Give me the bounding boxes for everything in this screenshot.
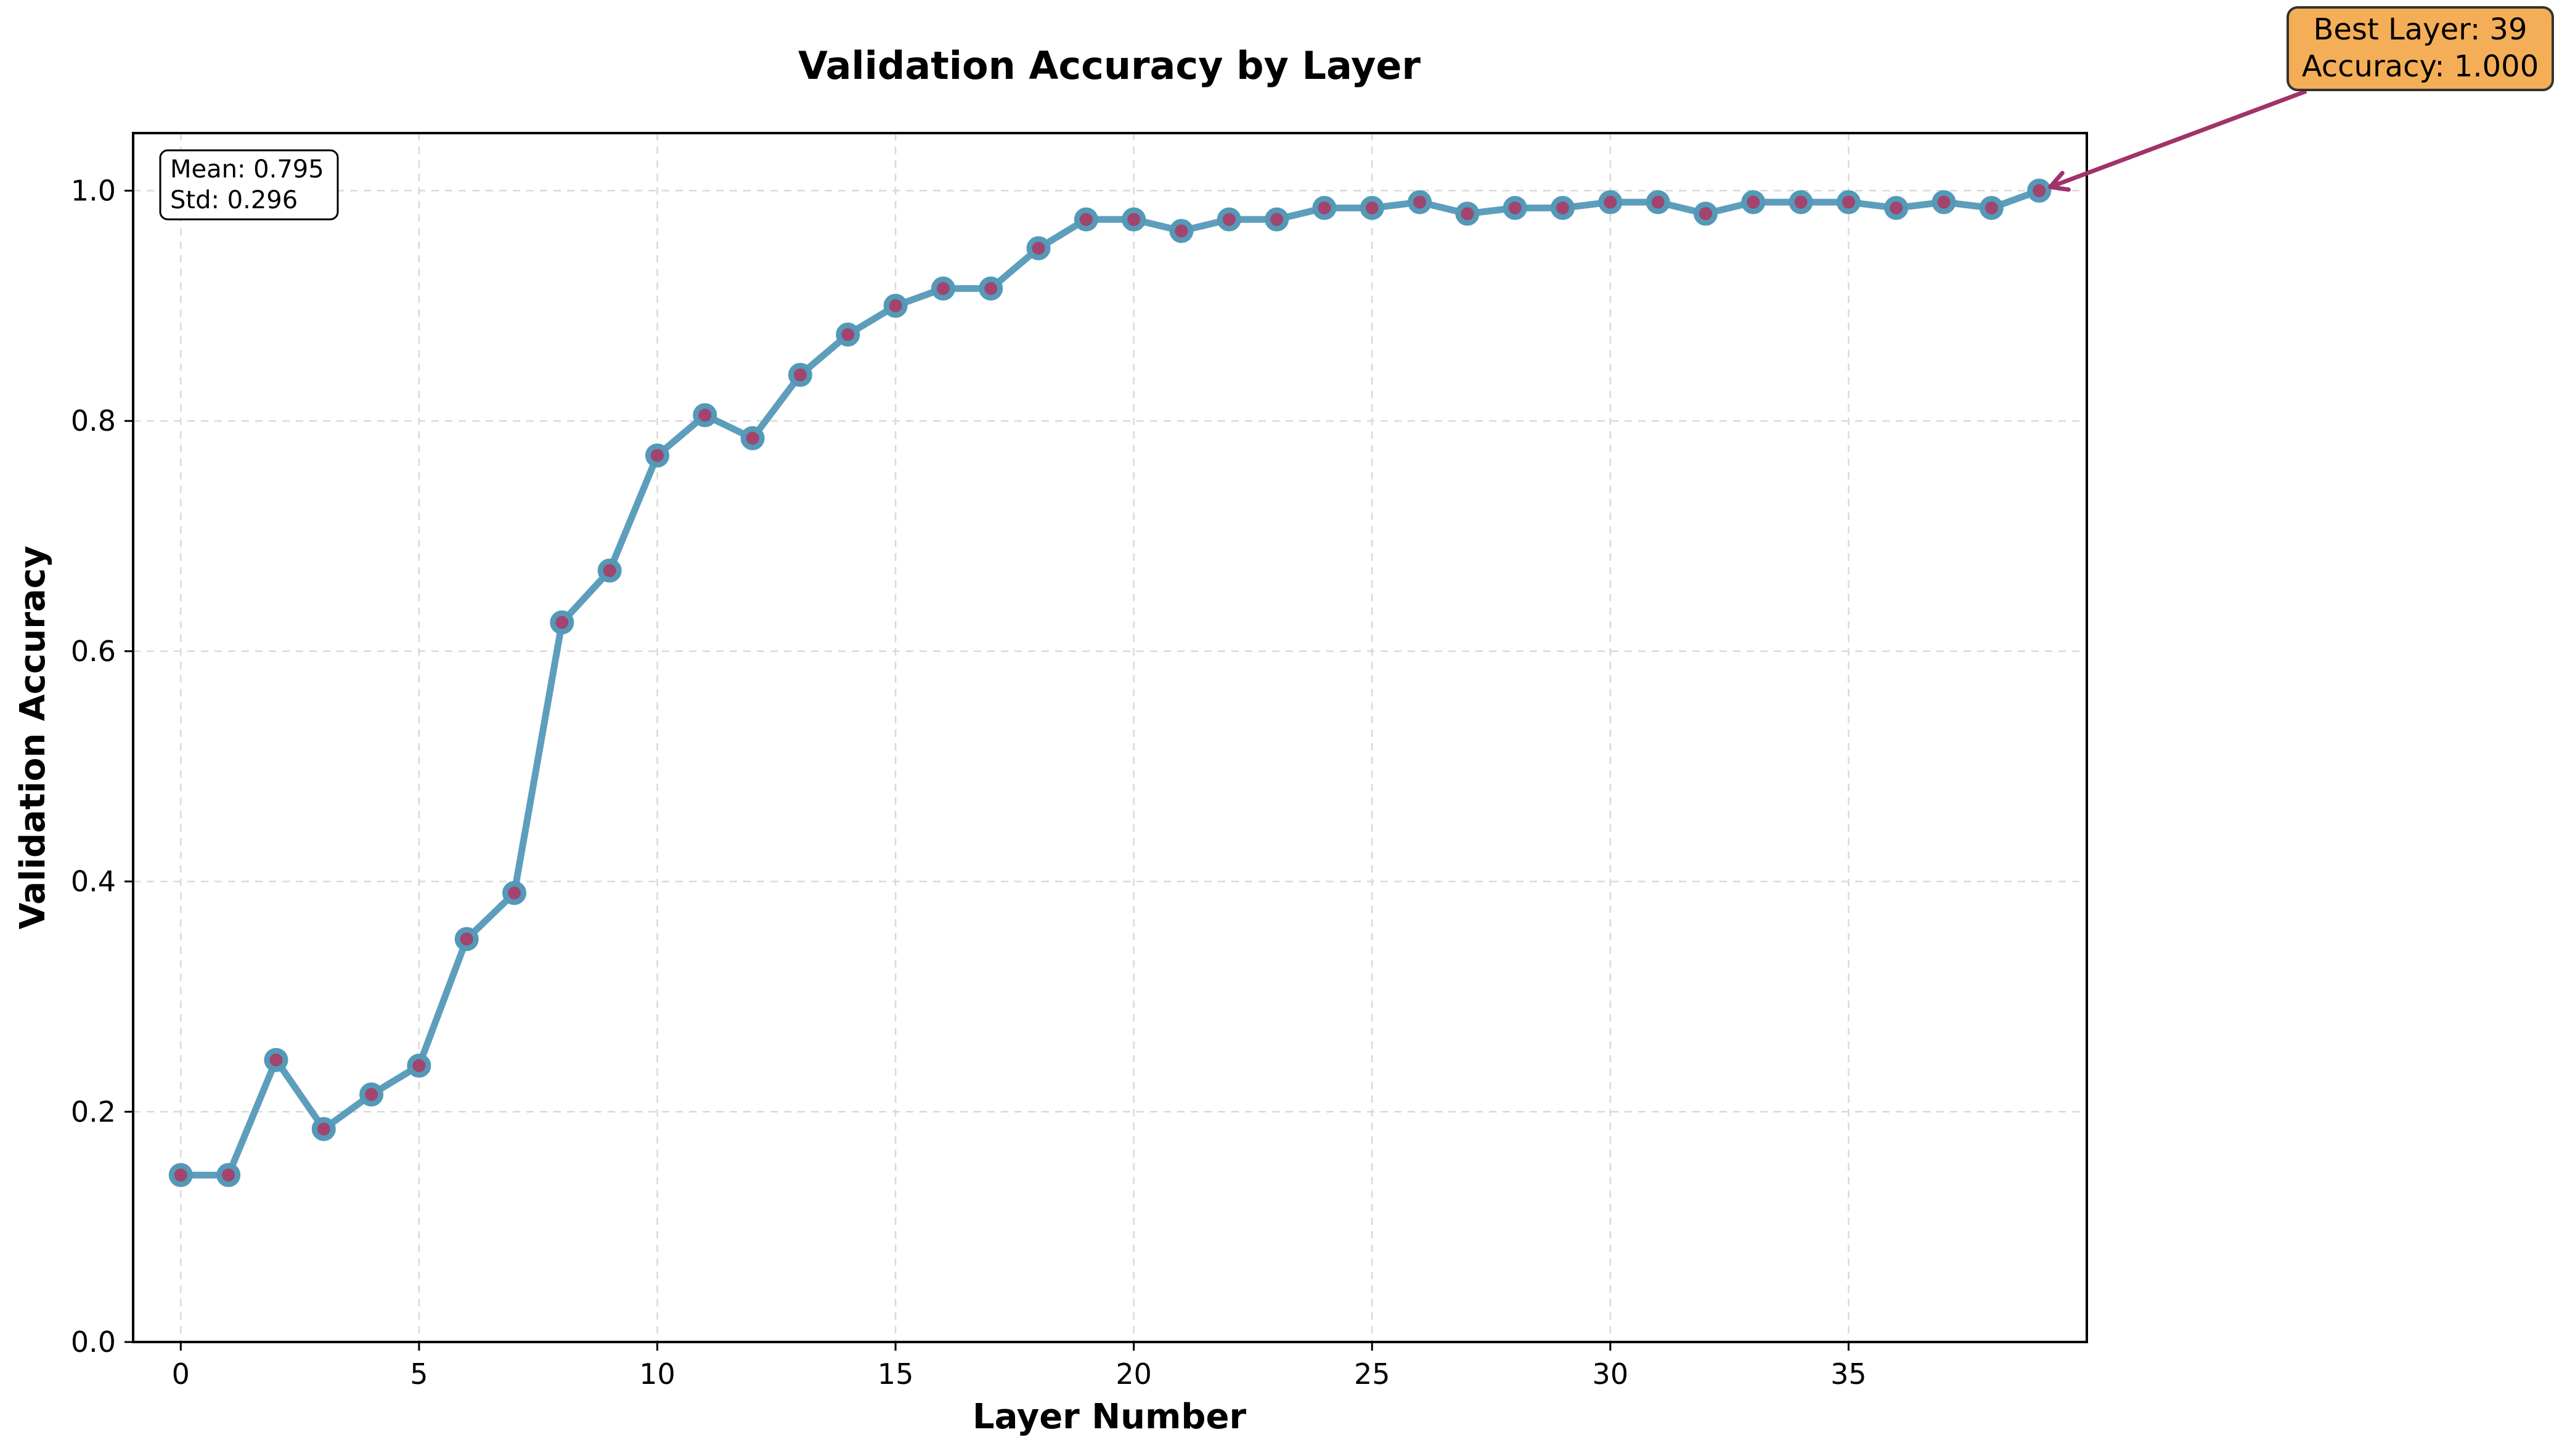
y-tick-label: 1.0 <box>71 174 116 207</box>
best-accuracy-text: Accuracy: 1.000 <box>2302 49 2539 84</box>
data-point <box>1979 195 2004 220</box>
axes: 0 5 10 15 20 25 30 35 0.0 0.2 0.4 0.6 0.8 1.0 <box>71 174 1867 1391</box>
stats-box: Mean: 0.795 Std: 0.296 <box>159 149 339 221</box>
data-point <box>740 426 765 450</box>
data-point <box>1646 190 1670 214</box>
data-point <box>1884 195 1909 220</box>
data-point <box>168 1163 193 1187</box>
data-point <box>1312 195 1337 220</box>
data-point <box>645 443 669 468</box>
x-tick-label: 30 <box>1593 1357 1629 1391</box>
data-point <box>597 558 622 583</box>
data-point <box>931 276 955 301</box>
data-point <box>216 1163 241 1187</box>
data-point <box>454 927 479 951</box>
data-point <box>883 293 908 318</box>
accuracy-line <box>177 187 2043 1179</box>
data-point <box>502 881 527 905</box>
stats-std: Std: 0.296 <box>170 186 298 214</box>
data-point <box>1408 190 1432 214</box>
data-point <box>1932 190 1956 214</box>
chart-title: Validation Accuracy by Layer <box>798 43 1421 88</box>
best-layer-arrow <box>2049 89 2307 189</box>
data-point <box>1551 195 1575 220</box>
data-point <box>407 1054 431 1078</box>
data-point <box>1693 201 1718 226</box>
data-point <box>1503 195 1527 220</box>
best-layer-arrowhead <box>2048 171 2071 192</box>
data-point <box>550 610 574 635</box>
data-point <box>1836 190 1861 214</box>
data-point <box>359 1082 384 1107</box>
plot-frame <box>132 132 2088 1343</box>
y-tick-label: 0.0 <box>71 1325 116 1359</box>
grid <box>133 133 2087 1343</box>
data-point <box>788 362 812 387</box>
x-tick-label: 15 <box>878 1357 914 1391</box>
y-tick-label: 0.4 <box>71 865 116 898</box>
data-point <box>1026 236 1051 261</box>
best-layer-box <box>2287 6 2554 91</box>
x-axis-label: Layer Number <box>973 1397 1247 1437</box>
data-point <box>1169 219 1194 243</box>
data-point <box>1741 190 1766 214</box>
stats-mean: Mean: 0.795 <box>170 155 324 184</box>
data-point <box>1074 207 1098 232</box>
data-point <box>2027 178 2052 203</box>
y-tick-label: 0.2 <box>71 1095 116 1128</box>
best-layer-annotation: Best Layer: 39 Accuracy: 1.000 <box>2048 6 2554 192</box>
data-point <box>979 276 1003 301</box>
y-axis-label: Validation Accuracy <box>13 546 53 930</box>
data-point <box>836 322 860 347</box>
series-area <box>168 178 2052 1187</box>
x-tick-label: 35 <box>1830 1357 1867 1391</box>
x-tick-label: 10 <box>639 1357 675 1391</box>
data-point <box>693 403 717 428</box>
data-point <box>1789 190 1813 214</box>
x-tick-label: 0 <box>172 1357 190 1391</box>
x-tick-label: 5 <box>410 1357 428 1391</box>
data-point <box>1122 207 1146 232</box>
data-point <box>1598 190 1623 214</box>
data-point <box>311 1116 336 1141</box>
y-tick-label: 0.6 <box>71 635 116 668</box>
data-point <box>1455 201 1480 226</box>
data-point <box>1265 207 1289 232</box>
best-layer-text: Best Layer: 39 <box>2313 12 2527 47</box>
x-tick-label: 25 <box>1354 1357 1390 1391</box>
x-tick-label: 20 <box>1116 1357 1152 1391</box>
data-point <box>264 1047 288 1072</box>
data-point <box>1360 195 1384 220</box>
stats-box-frame <box>159 149 339 221</box>
y-tick-label: 0.8 <box>71 404 116 437</box>
data-point <box>1217 207 1241 232</box>
